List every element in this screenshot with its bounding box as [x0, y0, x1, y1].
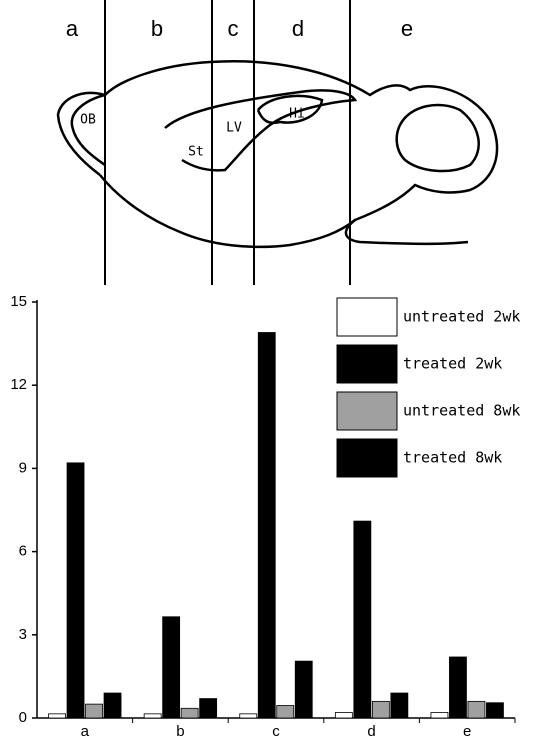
- y-tick-label: 9: [19, 459, 27, 476]
- bar: [449, 657, 466, 718]
- bar: [391, 693, 408, 718]
- section-label: d: [292, 16, 304, 41]
- section-label: e: [401, 16, 413, 41]
- legend-label: untreated 8wk: [403, 402, 520, 420]
- bar: [354, 521, 371, 718]
- bar: [240, 714, 257, 718]
- legend-label: treated 2wk: [403, 355, 502, 373]
- bar: [181, 708, 198, 718]
- bar: [431, 712, 448, 718]
- bar: [86, 704, 103, 718]
- cerebellum: [397, 105, 479, 171]
- bar: [258, 333, 275, 718]
- x-tick-label: d: [367, 723, 375, 740]
- legend-swatch: [337, 298, 397, 336]
- region-label: OB: [80, 113, 96, 128]
- region-label: St: [188, 145, 204, 160]
- brain-outline: [58, 61, 497, 244]
- bar: [372, 701, 389, 718]
- bar: [200, 699, 217, 718]
- region-label: Hi: [289, 107, 305, 122]
- bar: [335, 712, 352, 718]
- bar: [277, 706, 294, 718]
- legend-label: treated 8wk: [403, 449, 502, 467]
- bar: [295, 661, 312, 718]
- section-label: a: [66, 16, 79, 41]
- y-tick-label: 12: [10, 376, 27, 393]
- x-tick-label: c: [272, 723, 280, 740]
- legend-swatch: [337, 345, 397, 383]
- y-tick-label: 6: [19, 543, 27, 560]
- y-tick-label: 15: [10, 293, 27, 310]
- bar: [144, 714, 161, 718]
- legend-label: untreated 2wk: [403, 308, 520, 326]
- y-tick-label: 0: [19, 709, 27, 726]
- bar: [468, 701, 485, 718]
- x-tick-label: b: [176, 723, 184, 740]
- bar: [163, 617, 180, 718]
- page: a b c d e OB St LV Hi 0 3 6 9 12 15 a b c d e untre…: [0, 0, 548, 743]
- section-label: b: [151, 16, 163, 41]
- brain-ventral: [100, 175, 355, 247]
- bar: [104, 693, 121, 718]
- bar: [67, 463, 84, 718]
- y-tick-label: 3: [19, 626, 27, 643]
- section-label: c: [228, 16, 239, 41]
- x-tick-label: a: [81, 723, 90, 740]
- bar: [49, 714, 66, 718]
- legend-swatch: [337, 439, 397, 477]
- bar: [486, 703, 503, 718]
- region-label: LV: [226, 121, 242, 136]
- legend-swatch: [337, 392, 397, 430]
- figure: a b c d e OB St LV Hi 0 3 6 9 12 15 a b c d e untre…: [0, 0, 548, 743]
- brain-diagram: a b c d e OB St LV Hi: [58, 0, 497, 285]
- x-tick-label: e: [463, 723, 471, 740]
